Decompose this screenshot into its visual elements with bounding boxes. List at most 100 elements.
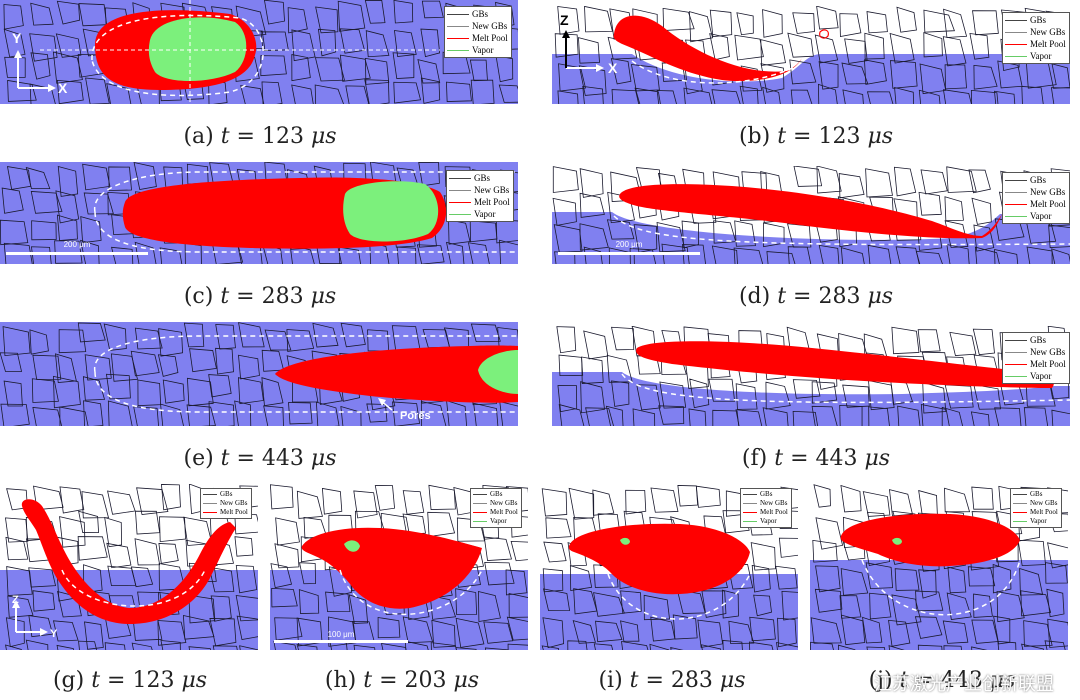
- caption-i: (i) t = 283 μs: [552, 668, 792, 693]
- panel-g: Z Y GBs New GBs Melt Pool: [0, 484, 258, 650]
- axis-y-label: Y: [50, 628, 58, 640]
- caption-prefix: (c): [183, 284, 221, 309]
- legend-row: Melt Pool: [447, 32, 508, 44]
- legend-swatch: [449, 201, 471, 203]
- legend-row: Vapor: [1013, 517, 1058, 526]
- caption-unit: μs: [867, 284, 894, 309]
- legend-row: Melt Pool: [1013, 508, 1058, 517]
- caption-var: t: [777, 124, 787, 149]
- legend-label: Vapor: [1030, 517, 1047, 525]
- legend-label: Melt Pool: [474, 197, 510, 207]
- caption-value: = 443: [229, 446, 311, 471]
- legend-label: Vapor: [760, 517, 777, 525]
- caption-unit: μs: [719, 668, 746, 693]
- legend-label: New GBs: [474, 185, 510, 195]
- panel-e: Pores: [0, 322, 518, 426]
- panel-e-image: [0, 322, 518, 426]
- legend-row: Vapor: [447, 44, 508, 56]
- caption-g: (g) t = 123 μs: [10, 668, 250, 693]
- pores-label: Pores: [400, 410, 431, 422]
- caption-unit: μs: [864, 446, 891, 471]
- legend-swatch: [447, 49, 469, 51]
- legend-row: New GBs: [447, 20, 508, 32]
- legend-swatch: [449, 189, 471, 191]
- legend-row: Melt Pool: [743, 508, 788, 517]
- legend: GBs New GBs Melt Pool: [200, 488, 252, 519]
- panel-d: 200 μm GBs New GBs Melt Pool Vapor: [552, 166, 1070, 264]
- legend-swatch: [1005, 215, 1027, 217]
- panel-i: GBs New GBs Melt Pool Vapor: [540, 484, 798, 650]
- caption-value: = 123: [229, 124, 311, 149]
- legend-label: Melt Pool: [1030, 39, 1066, 49]
- legend-row: New GBs: [473, 499, 518, 508]
- legend-row: New GBs: [1005, 26, 1066, 38]
- legend-row: GBs: [447, 8, 508, 20]
- legend-swatch: [447, 25, 469, 27]
- legend-swatch: [1005, 339, 1027, 341]
- legend-row: New GBs: [1005, 186, 1066, 198]
- caption-e: (e) t = 443 μs: [130, 446, 390, 471]
- panel-a-image: [0, 0, 518, 104]
- legend-label: Vapor: [1030, 371, 1052, 381]
- legend-row: GBs: [1005, 174, 1066, 186]
- legend-label: New GBs: [1030, 187, 1066, 197]
- axis-z-label: Z: [560, 12, 569, 28]
- panel-g-image: [0, 484, 258, 650]
- caption-d: (d) t = 283 μs: [686, 284, 946, 309]
- caption-value: = 123: [786, 124, 868, 149]
- legend: GBs New GBs Melt Pool Vapor: [444, 6, 512, 58]
- watermark: 江苏激光产业创新联盟: [874, 674, 1054, 695]
- panel-h: 100 μm GBs New GBs Melt Pool Vapor: [270, 484, 528, 650]
- caption-value: = 283: [786, 284, 868, 309]
- caption-prefix: (f): [741, 446, 775, 471]
- legend-swatch: [1005, 43, 1027, 45]
- panel-b-image: [552, 6, 1070, 104]
- legend-swatch: [1005, 203, 1027, 205]
- caption-unit: μs: [867, 124, 894, 149]
- caption-j: (j) t = 443 μs: [822, 668, 1062, 693]
- scalebar-label: 100 μm: [327, 630, 355, 639]
- scalebar: 200 μm: [558, 238, 700, 258]
- legend-label: Vapor: [1030, 211, 1052, 221]
- legend-label: GBs: [1030, 15, 1047, 25]
- caption-prefix: (j): [868, 668, 900, 693]
- legend: GBs New GBs Melt Pool Vapor: [740, 488, 792, 528]
- legend-label: GBs: [472, 9, 489, 19]
- legend-row: New GBs: [449, 184, 510, 196]
- legend-row: Vapor: [1005, 370, 1066, 382]
- panel-c: 200 μm GBs New GBs Melt Pool Vapor: [0, 162, 518, 264]
- caption-prefix: (b): [738, 124, 778, 149]
- legend-row: Melt Pool: [1005, 358, 1066, 370]
- legend-row: GBs: [473, 490, 518, 499]
- caption-prefix: (a): [183, 124, 221, 149]
- legend-swatch: [743, 494, 757, 495]
- legend-swatch: [1005, 19, 1027, 21]
- axis-x-label: X: [58, 80, 68, 96]
- legend-label: Vapor: [474, 209, 496, 219]
- legend-row: GBs: [1005, 14, 1066, 26]
- legend-swatch: [1005, 363, 1027, 365]
- legend-row: New GBs: [743, 499, 788, 508]
- axis-x-label: X: [608, 60, 618, 76]
- caption-prefix: (e): [183, 446, 221, 471]
- caption-unit: μs: [989, 668, 1016, 693]
- panel-f: GBs New GBs Melt Pool Vapor: [552, 326, 1070, 426]
- legend-swatch: [473, 503, 487, 504]
- legend-swatch: [473, 494, 487, 495]
- legend-swatch: [473, 521, 487, 522]
- legend-swatch: [743, 503, 757, 504]
- legend-row: Melt Pool: [473, 508, 518, 517]
- legend-swatch: [473, 512, 487, 513]
- legend-swatch: [1005, 375, 1027, 377]
- legend: GBs New GBs Melt Pool Vapor: [470, 488, 522, 528]
- scalebar: 100 μm: [274, 628, 408, 646]
- legend-label: Vapor: [472, 45, 494, 55]
- caption-prefix: (g): [52, 668, 92, 693]
- legend-label: GBs: [474, 173, 491, 183]
- legend-swatch: [743, 521, 757, 522]
- legend-label: Melt Pool: [490, 508, 518, 516]
- legend-label: GBs: [1030, 335, 1047, 345]
- legend-swatch: [1005, 191, 1027, 193]
- legend-row: GBs: [203, 490, 248, 499]
- legend-row: GBs: [1013, 490, 1058, 499]
